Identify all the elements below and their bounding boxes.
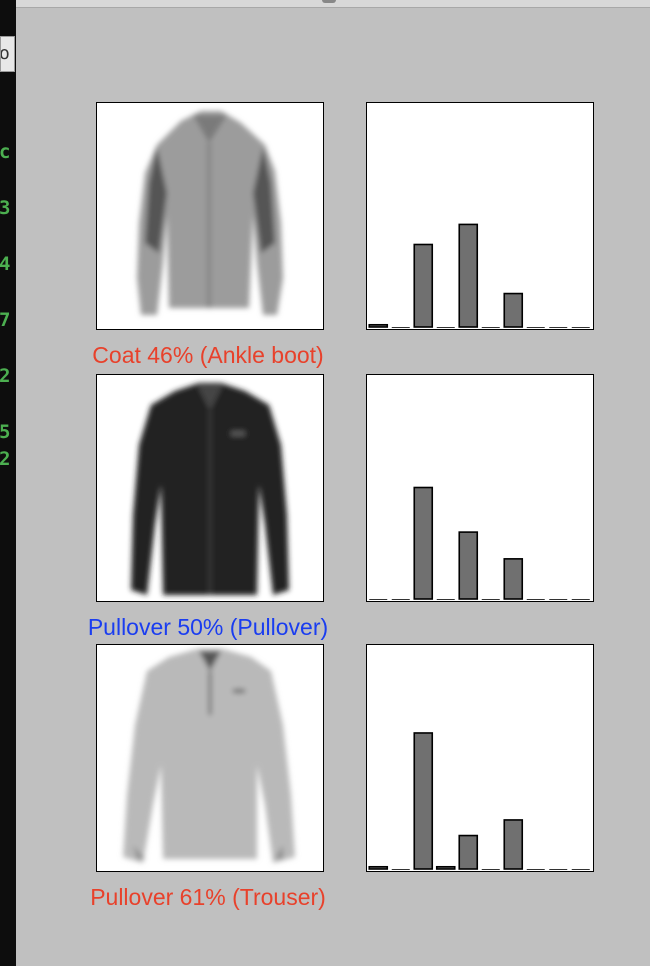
terminal-input-fragment[interactable]: o xyxy=(0,36,15,72)
prediction-caption: Pullover 61% (Trouser) xyxy=(90,884,326,910)
probability-bar xyxy=(503,292,524,328)
probability-bar xyxy=(571,327,590,328)
image-panel xyxy=(96,102,324,330)
probability-bar xyxy=(549,599,568,600)
probability-bar xyxy=(526,599,545,600)
coat-icon xyxy=(137,111,283,315)
probability-bar xyxy=(458,834,479,870)
probability-bar xyxy=(391,327,410,328)
shirt-icon xyxy=(123,649,295,863)
probability-bar xyxy=(549,869,568,870)
terminal-text-fragment: c xyxy=(0,141,11,163)
window-top-edge xyxy=(16,0,650,8)
probability-bar xyxy=(458,531,479,600)
probability-bar xyxy=(368,865,389,870)
image-panel xyxy=(96,374,324,602)
probability-bar xyxy=(413,732,434,870)
probability-bars xyxy=(369,486,590,600)
probability-bar-chart xyxy=(366,102,594,330)
probability-bar xyxy=(481,869,500,870)
prediction-caption: Coat 46% (Ankle boot) xyxy=(92,342,324,368)
probability-bar xyxy=(391,869,410,870)
probability-bar-chart xyxy=(366,644,594,872)
probability-bar xyxy=(436,327,455,328)
terminal-text-fragment: 2 xyxy=(0,448,11,470)
probability-bar xyxy=(458,223,479,328)
terminal-text-fragment: 2 xyxy=(0,365,11,387)
probability-bar xyxy=(391,599,410,600)
probability-bar-chart xyxy=(366,374,594,602)
prediction-caption: Pullover 50% (Pullover) xyxy=(87,614,329,640)
probability-bar xyxy=(526,869,545,870)
terminal-text-fragment: 4 xyxy=(0,253,11,275)
terminal-strip: o c 3 4 7 2 5 2 xyxy=(0,0,16,966)
terminal-text-fragment: 3 xyxy=(0,197,11,219)
image-panel xyxy=(96,644,324,872)
terminal-text-fragment: 5 xyxy=(0,421,11,443)
probability-bar xyxy=(503,819,524,870)
probability-bar xyxy=(413,486,434,600)
window-title-fragment xyxy=(322,0,336,3)
probability-bars xyxy=(368,223,590,328)
probability-bar xyxy=(368,323,389,328)
pullover-icon xyxy=(131,383,289,595)
probability-bar xyxy=(369,599,388,600)
probability-bars xyxy=(368,732,590,870)
terminal-text-fragment: 7 xyxy=(0,309,11,331)
probability-bar xyxy=(413,243,434,328)
probability-bar xyxy=(481,599,500,600)
probability-bar xyxy=(571,599,590,600)
probability-bar xyxy=(481,327,500,328)
probability-bar xyxy=(436,599,455,600)
probability-bar xyxy=(571,869,590,870)
probability-bar xyxy=(526,327,545,328)
probability-bar xyxy=(435,865,456,870)
probability-bar xyxy=(503,558,524,600)
probability-bar xyxy=(549,327,568,328)
